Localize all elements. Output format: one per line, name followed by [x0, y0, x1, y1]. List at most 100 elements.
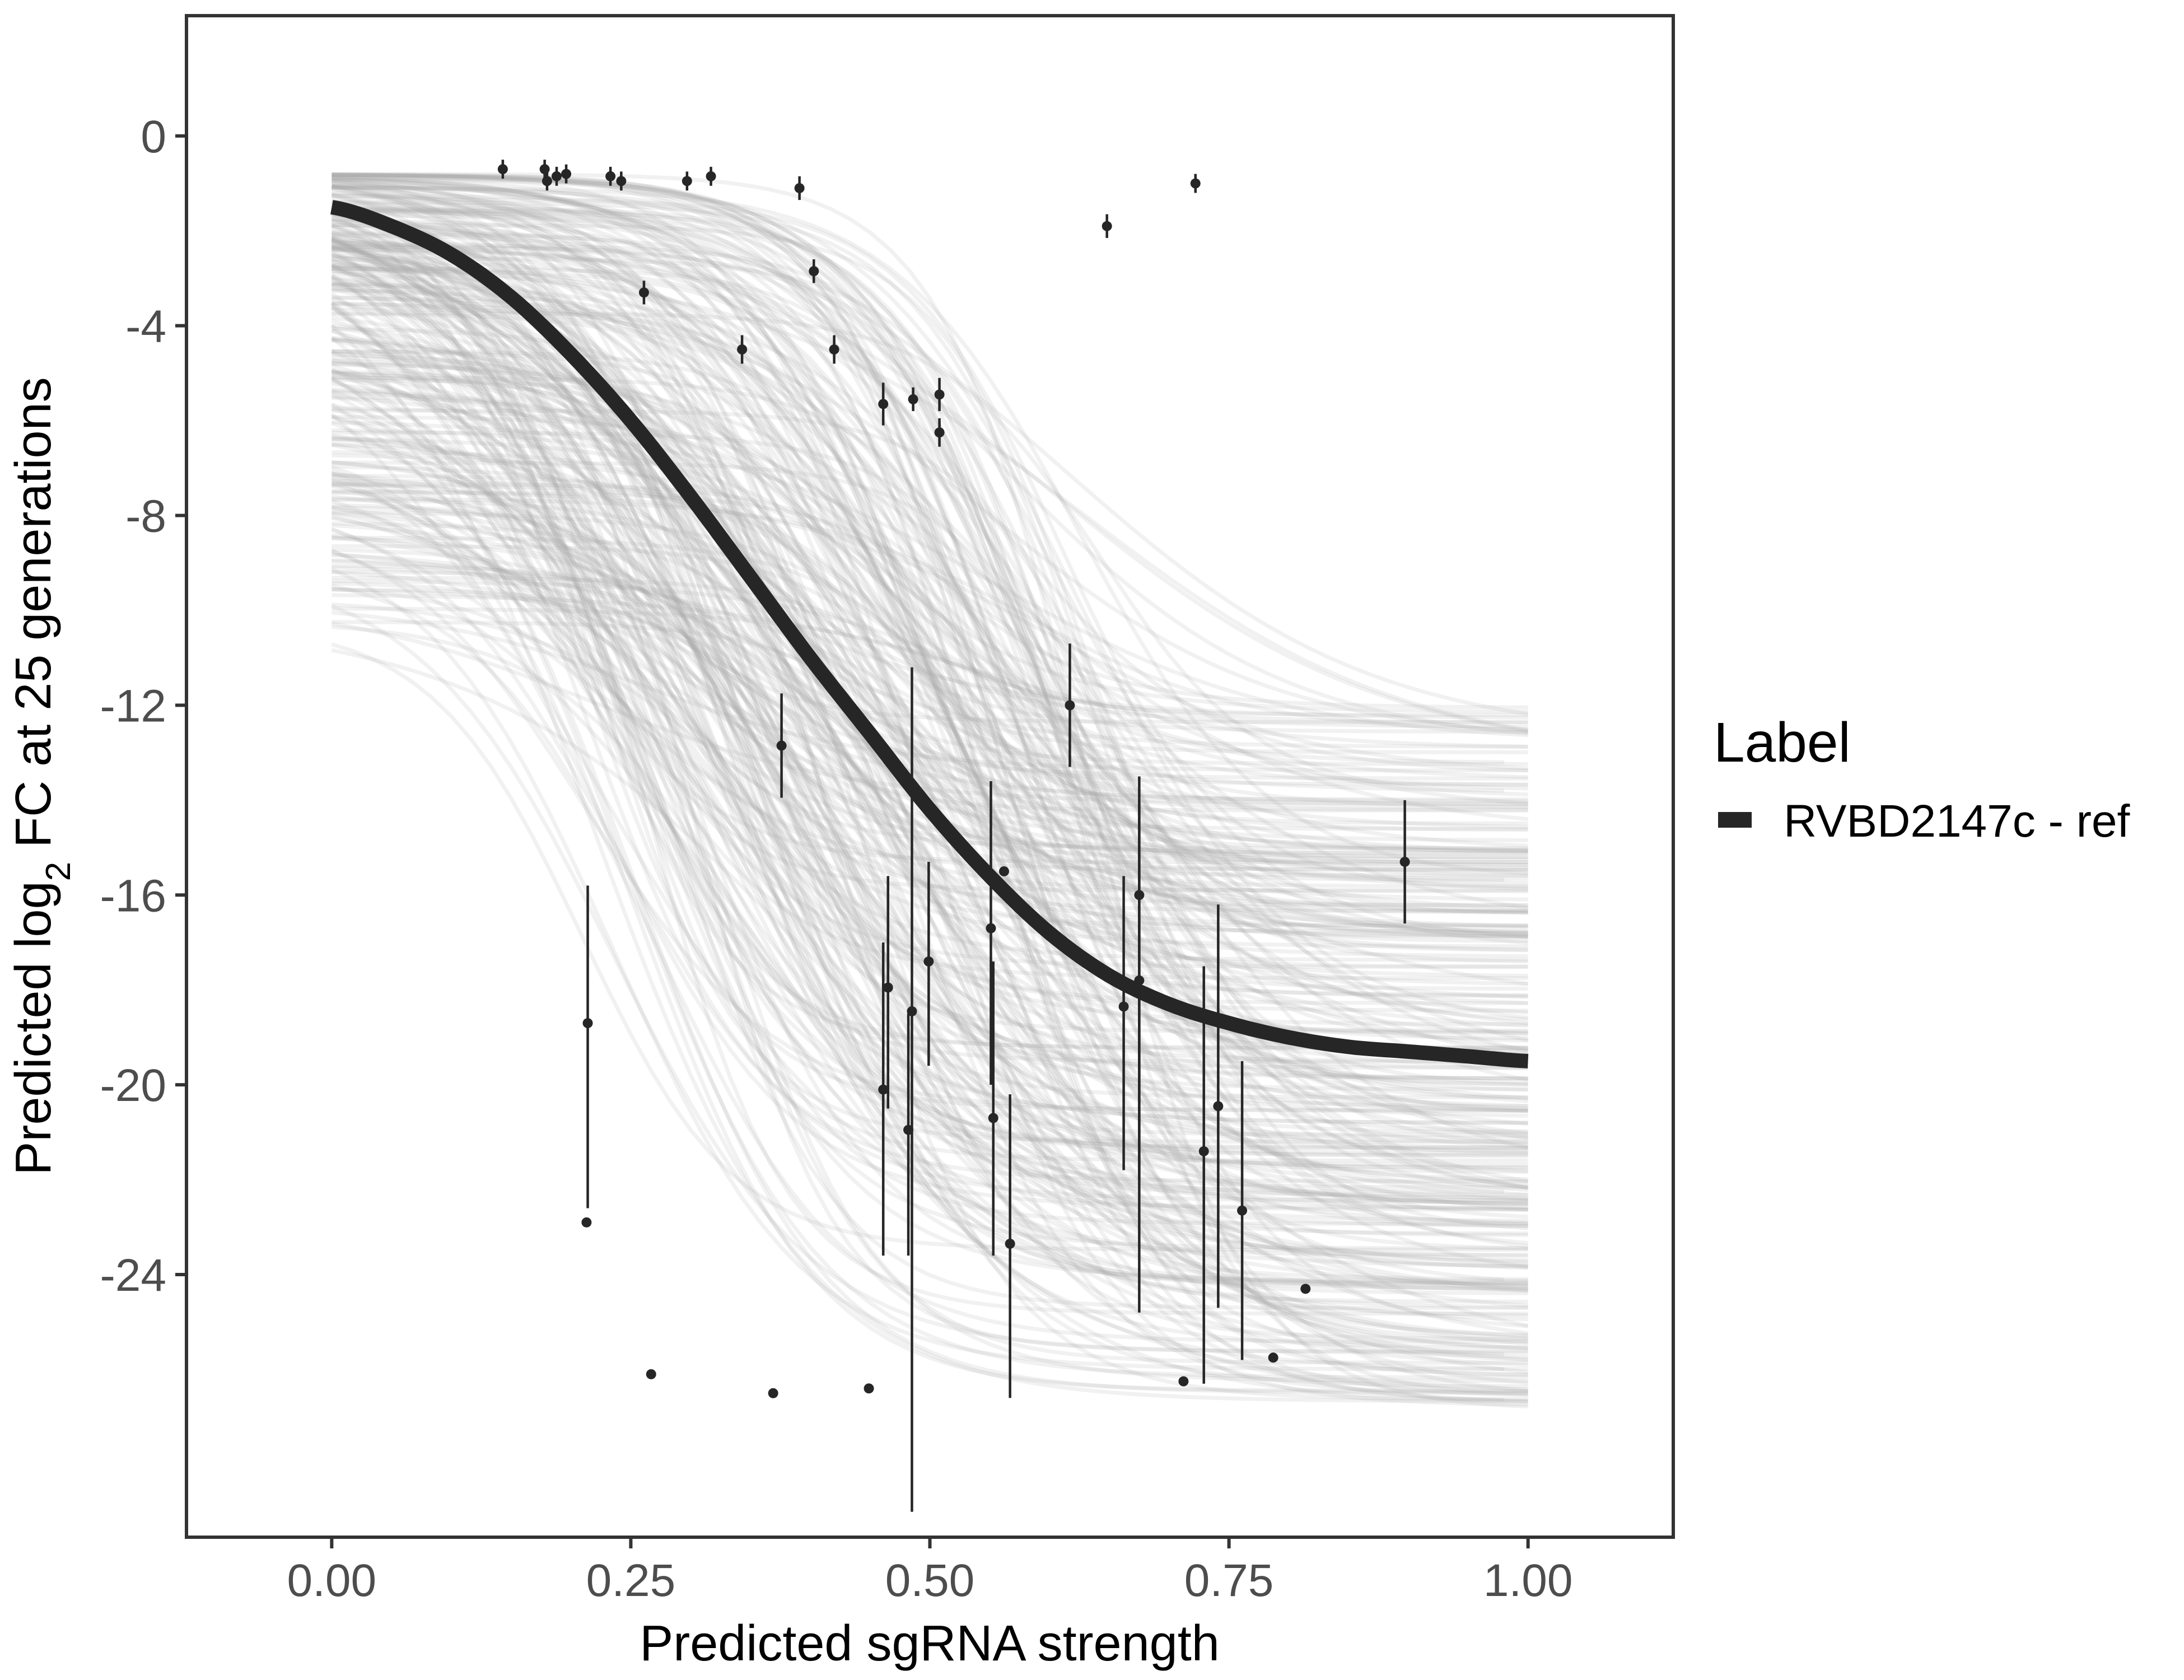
point-marker	[616, 176, 627, 186]
posterior-draw	[332, 415, 1528, 952]
posterior-draw	[332, 559, 1528, 1150]
posterior-draw	[332, 172, 1528, 1250]
point-marker	[646, 1369, 656, 1379]
posterior-draw	[332, 216, 1529, 734]
posterior-draw	[332, 474, 1505, 1402]
posterior-draw	[332, 431, 1528, 1173]
point-marker	[829, 344, 839, 355]
posterior-draw	[331, 269, 1528, 860]
point-marker	[1213, 1101, 1224, 1112]
posterior-draw	[332, 296, 1528, 1185]
y-tick-label: -24	[100, 1250, 166, 1301]
y-tick-label: -4	[125, 301, 166, 352]
posterior-draw	[332, 213, 1528, 1226]
data-point	[986, 781, 996, 1085]
posterior-draw	[330, 212, 1528, 1112]
posterior-draw	[332, 490, 1528, 935]
data-point	[497, 160, 508, 179]
posterior-draw	[331, 336, 1528, 1051]
posterior-draw	[332, 587, 1528, 1304]
posterior-draw	[331, 287, 1528, 1157]
posterior-draw	[332, 349, 1528, 874]
posterior-draw	[330, 324, 1528, 1403]
legend-key-swatch	[1718, 812, 1752, 828]
posterior-draw	[332, 172, 1528, 1409]
posterior-draw	[332, 266, 1529, 732]
y-axis-title-prefix: Predicted log	[6, 881, 62, 1175]
posterior-draw	[332, 494, 1528, 939]
posterior-draw	[332, 536, 1528, 766]
posterior-draw	[331, 505, 1528, 803]
posterior-draw	[332, 210, 1528, 1376]
posterior-draw	[332, 371, 1528, 1189]
data-points	[497, 160, 1410, 1512]
posterior-draw	[332, 174, 1529, 1136]
posterior-draws	[330, 172, 1529, 1409]
data-point	[1190, 174, 1201, 193]
point-marker	[809, 266, 819, 277]
point-marker	[1102, 221, 1112, 231]
posterior-draw	[331, 235, 1528, 850]
posterior-draw	[332, 437, 1528, 885]
posterior-draw	[332, 349, 1528, 1133]
posterior-draw	[330, 263, 1505, 1356]
posterior-draw	[331, 433, 1528, 1403]
posterior-draw	[331, 379, 1528, 1228]
data-point	[829, 335, 839, 364]
posterior-draw	[332, 478, 1528, 1289]
posterior-draw	[332, 182, 1528, 1350]
posterior-draw	[331, 648, 1528, 1267]
posterior-draw	[332, 178, 1528, 1086]
posterior-draw	[332, 435, 1528, 1281]
posterior-draw	[332, 370, 1528, 914]
point-marker	[638, 287, 649, 298]
posterior-draw	[332, 510, 1528, 1139]
posterior-draw	[332, 460, 1528, 787]
data-point	[1065, 643, 1075, 767]
point-marker	[1178, 1376, 1189, 1387]
posterior-draw	[332, 581, 1528, 878]
posterior-draw	[332, 218, 1528, 1269]
x-tick-label: 0.75	[1184, 1555, 1274, 1606]
posterior-draw	[331, 414, 1528, 856]
data-point	[794, 176, 805, 200]
posterior-draw	[331, 549, 1528, 1113]
posterior-draw	[332, 179, 1528, 1407]
posterior-draw	[332, 244, 1529, 1150]
point-marker	[934, 389, 945, 400]
posterior-draw	[332, 223, 1528, 1113]
y-tick-label: -12	[100, 680, 166, 731]
posterior-draw	[332, 497, 1528, 732]
data-point	[809, 259, 819, 283]
data-point	[1118, 876, 1129, 1170]
posterior-draw	[332, 389, 1528, 859]
posterior-draw	[331, 209, 1528, 1316]
posterior-draw	[331, 238, 1528, 928]
data-point	[1237, 1061, 1248, 1360]
posterior-draw	[331, 227, 1529, 1060]
posterior-draw	[332, 387, 1529, 1042]
point-marker	[1300, 1284, 1311, 1294]
data-point	[988, 961, 998, 1256]
posterior-draw	[332, 259, 1529, 1190]
y-axis-title-subscript: 2	[39, 862, 78, 881]
posterior-draw	[332, 174, 1528, 936]
data-point	[542, 171, 552, 191]
posterior-draw	[332, 482, 1528, 881]
posterior-draw	[332, 190, 1529, 1270]
posterior-draw	[332, 586, 1528, 871]
y-tick-label: -20	[100, 1060, 166, 1111]
data-point	[923, 861, 934, 1066]
posterior-draw	[331, 465, 1528, 1393]
posterior-draw	[332, 230, 1528, 1359]
posterior-draw	[332, 185, 1528, 870]
posterior-draw	[332, 256, 1528, 1230]
posterior-draw	[332, 179, 1528, 832]
posterior-draw	[332, 265, 1528, 914]
point-marker	[582, 1018, 593, 1029]
point-marker	[706, 171, 716, 181]
point-marker	[605, 171, 616, 181]
posterior-draw	[332, 428, 1528, 1343]
posterior-draw	[332, 511, 1528, 854]
posterior-draw	[332, 349, 1529, 1190]
